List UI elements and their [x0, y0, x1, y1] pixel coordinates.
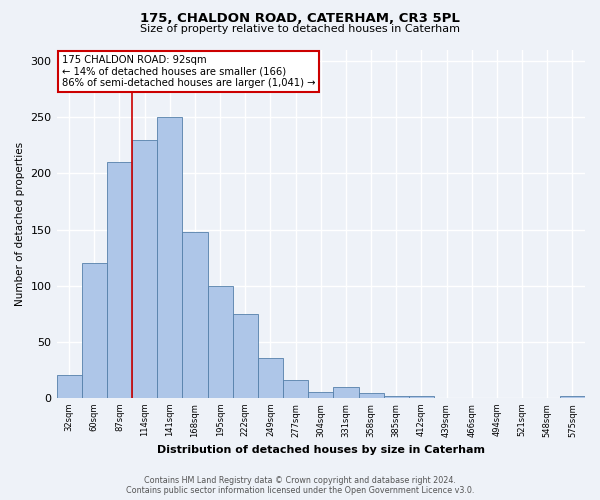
Bar — [56, 376, 82, 398]
Bar — [409, 396, 434, 398]
Bar — [107, 162, 132, 398]
Bar — [258, 358, 283, 398]
Bar — [560, 396, 585, 398]
Bar — [208, 286, 233, 398]
Text: Contains HM Land Registry data © Crown copyright and database right 2024.
Contai: Contains HM Land Registry data © Crown c… — [126, 476, 474, 495]
Text: Size of property relative to detached houses in Caterham: Size of property relative to detached ho… — [140, 24, 460, 34]
Bar — [334, 386, 359, 398]
Bar — [157, 118, 182, 398]
Bar — [82, 263, 107, 398]
Bar — [383, 396, 409, 398]
Bar — [233, 314, 258, 398]
Bar — [359, 394, 383, 398]
Bar — [132, 140, 157, 398]
X-axis label: Distribution of detached houses by size in Caterham: Distribution of detached houses by size … — [157, 445, 485, 455]
Bar — [182, 232, 208, 398]
Bar — [283, 380, 308, 398]
Bar — [308, 392, 334, 398]
Text: 175, CHALDON ROAD, CATERHAM, CR3 5PL: 175, CHALDON ROAD, CATERHAM, CR3 5PL — [140, 12, 460, 26]
Y-axis label: Number of detached properties: Number of detached properties — [15, 142, 25, 306]
Text: 175 CHALDON ROAD: 92sqm
← 14% of detached houses are smaller (166)
86% of semi-d: 175 CHALDON ROAD: 92sqm ← 14% of detache… — [62, 55, 316, 88]
